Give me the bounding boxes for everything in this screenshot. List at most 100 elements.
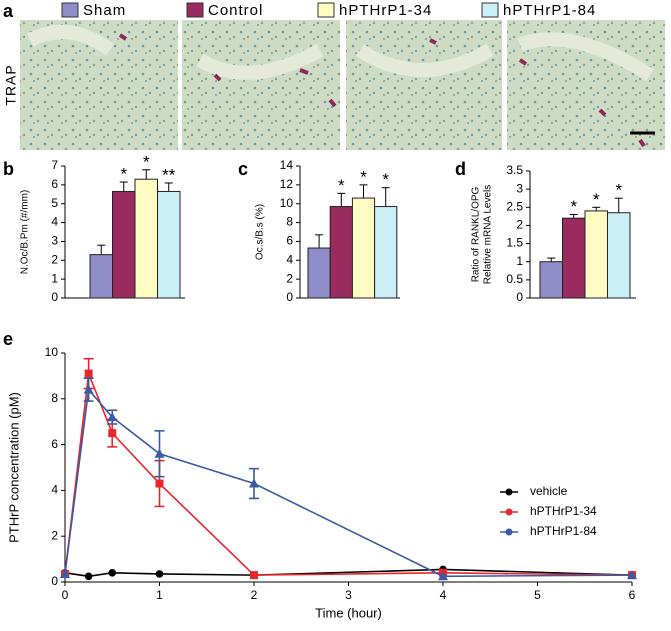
y-tick-label: 3.5 — [506, 163, 523, 177]
legend-swatch — [481, 2, 499, 18]
y-tick-label: 1 — [51, 271, 58, 285]
bar — [562, 217, 586, 299]
y-tick-label: 0.5 — [506, 272, 523, 286]
y-tick-label: 1 — [516, 254, 523, 268]
trap-stain — [118, 33, 646, 148]
significance-mark: * — [338, 176, 345, 195]
marker — [84, 369, 93, 378]
side-label: TRAP — [3, 64, 19, 105]
significance-mark: * — [593, 190, 600, 209]
legend-label: Control — [208, 2, 263, 19]
x-tick-label: 5 — [534, 588, 541, 602]
bar — [539, 261, 563, 299]
significance-mark: * — [120, 165, 127, 184]
y-tick-label: 0 — [516, 290, 523, 304]
y-tick-label: 8 — [51, 391, 58, 405]
y-tick-label: 2 — [516, 218, 523, 232]
x-tick-label: 3 — [345, 588, 352, 602]
x-tick-label: 6 — [629, 588, 636, 602]
significance-mark: * — [360, 167, 367, 186]
y-axis-label: Ratio of RANKL/OPG — [471, 186, 482, 282]
y-tick-label: 12 — [280, 177, 294, 191]
significance-mark: * — [143, 152, 150, 171]
bar — [157, 190, 181, 299]
y-tick-label: 10 — [280, 196, 294, 210]
bar — [134, 178, 158, 299]
marker — [438, 571, 448, 581]
y-axis-label: PTHrP concentration (pM) — [6, 392, 21, 543]
marker — [249, 478, 259, 488]
y-tick-label: 2 — [51, 528, 58, 542]
y-tick-label: 0 — [51, 290, 58, 304]
panel-label: c — [238, 159, 248, 179]
legend-label: hPTHrP1-34 — [339, 2, 432, 19]
y-tick-label: 2.5 — [506, 199, 523, 213]
marker — [250, 571, 258, 580]
y-tick-label: 4 — [51, 215, 58, 229]
y-tick-label: 5 — [51, 196, 58, 210]
y-tick-label: 10 — [45, 345, 59, 359]
bar — [351, 197, 376, 299]
marker — [155, 570, 164, 578]
y-tick-label: 0 — [51, 574, 58, 588]
legend-label: hPTHrP1-84 — [530, 524, 597, 538]
legend-label: vehicle — [530, 484, 568, 498]
marker — [108, 429, 117, 438]
micrograph — [346, 20, 502, 150]
y-tick-label: 4 — [51, 483, 58, 497]
x-tick-label: 2 — [251, 588, 258, 602]
legend-marker — [505, 528, 513, 536]
bar — [112, 190, 136, 299]
marker — [155, 479, 164, 488]
bar — [607, 212, 631, 299]
panel-label: e — [3, 329, 13, 349]
line — [64, 387, 633, 578]
y-axis-label: Oc.s/B.s (%) — [255, 204, 266, 260]
x-tick-label: 1 — [156, 588, 163, 602]
y-tick-label: 6 — [51, 437, 58, 451]
y-axis-label: N.Oc/B.Pm (#/mm) — [20, 190, 31, 274]
bar — [584, 210, 608, 299]
panel-label: b — [3, 159, 14, 179]
x-tick-label: 0 — [62, 588, 69, 602]
legend-swatch — [186, 2, 204, 18]
marker — [83, 384, 94, 394]
legend-label: hPTHrP1-34 — [530, 504, 597, 518]
marker — [627, 570, 637, 580]
panel-label: a — [3, 1, 14, 21]
y-axis-label: Relative mRNA Levels — [483, 185, 494, 284]
y-tick-label: 3 — [51, 234, 58, 248]
marker — [60, 568, 70, 578]
significance-mark: * — [615, 181, 622, 200]
y-tick-label: 2 — [51, 252, 58, 266]
legend-swatch — [61, 2, 79, 18]
y-tick-label: 6 — [51, 177, 58, 191]
y-tick-label: 14 — [280, 158, 294, 172]
y-tick-label: 4 — [286, 252, 293, 266]
y-tick-label: 8 — [286, 215, 293, 229]
significance-mark: * — [382, 170, 389, 189]
bar — [307, 247, 331, 299]
legend-label: hPTHrP1-84 — [503, 2, 596, 19]
micrograph — [182, 20, 340, 150]
legend-label: Sham — [83, 2, 126, 19]
x-axis-label: Time (hour) — [315, 605, 382, 620]
line — [64, 373, 633, 576]
legend-marker — [505, 508, 513, 516]
marker — [84, 572, 93, 581]
legend-marker — [505, 488, 513, 496]
y-tick-label: 2 — [286, 271, 293, 285]
marker — [154, 448, 165, 458]
panel-label: d — [455, 159, 466, 179]
y-tick-label: 6 — [286, 234, 293, 248]
x-tick-label: 4 — [440, 588, 447, 602]
significance-mark: * — [570, 197, 577, 216]
marker — [108, 569, 117, 577]
bar — [89, 254, 113, 299]
bar — [374, 206, 398, 299]
significance-mark: ** — [162, 165, 176, 184]
micrographs — [20, 20, 665, 150]
y-tick-label: 0 — [286, 290, 293, 304]
y-tick-label: 7 — [51, 158, 58, 172]
